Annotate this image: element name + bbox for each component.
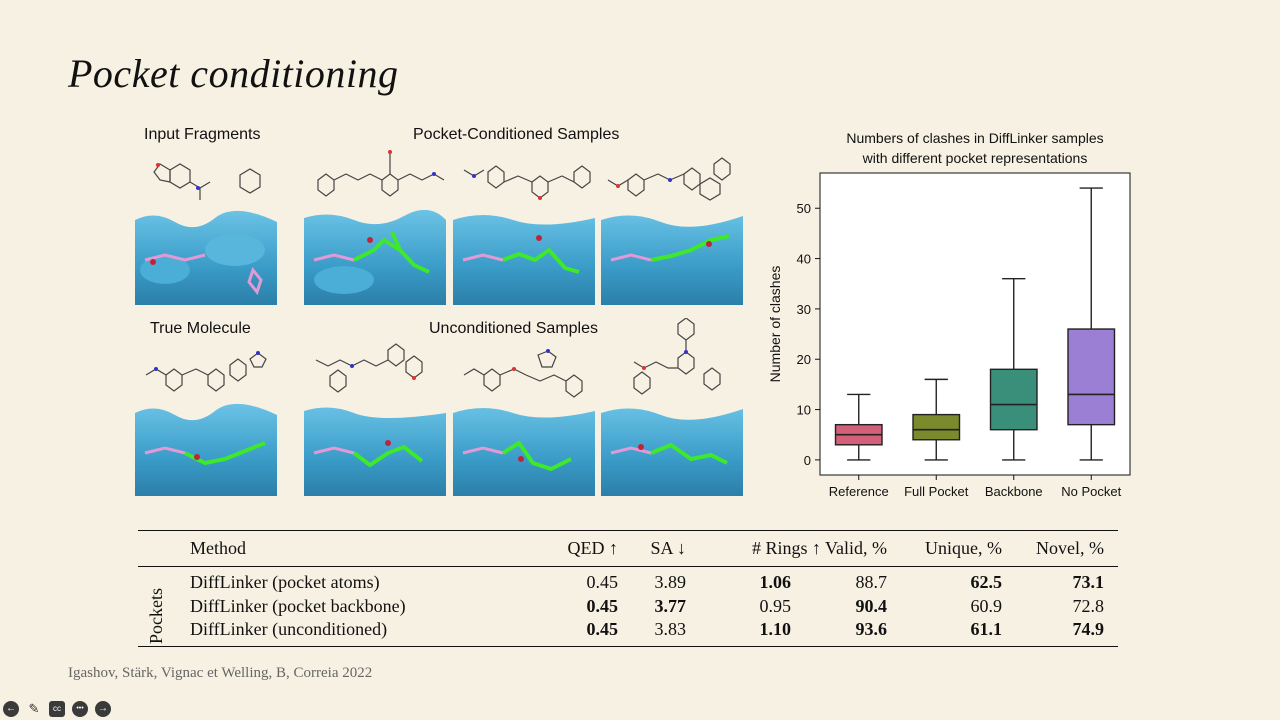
header-method: Method <box>190 538 246 558</box>
table-cell-novel: 72.8 <box>1072 595 1105 616</box>
chart-title: with different pocket representations <box>862 150 1088 166</box>
pen-icon[interactable]: ✎ <box>28 701 40 716</box>
table-cell-novel: 74.9 <box>1072 619 1105 639</box>
sample-structure-3 <box>607 157 731 201</box>
slide-title: Pocket conditioning <box>68 51 399 96</box>
box-backbone <box>989 368 1038 431</box>
header-valid: Valid, % <box>825 538 887 558</box>
table-cell-method: DiffLinker (pocket backbone) <box>190 595 406 616</box>
table-top-rule <box>138 530 1118 531</box>
citation: Igashov, Stärk, Vignac et Welling, B, Co… <box>68 665 373 681</box>
table-cell-sa: 3.83 <box>654 619 687 639</box>
true-molecule-structure <box>145 351 267 392</box>
table-cell-rings: 1.06 <box>759 572 792 592</box>
pocket-render-uncond-3 <box>601 403 743 496</box>
table-cell-rings: 1.10 <box>759 619 792 639</box>
prev-icon[interactable]: ← <box>3 701 19 717</box>
y-axis-label: Number of clashes <box>767 266 783 383</box>
y-tick-label: 10 <box>797 403 811 418</box>
box-no-pocket <box>1067 328 1116 426</box>
header-qed: QED ↑ <box>567 538 619 558</box>
table-cell-novel: 73.1 <box>1072 572 1105 592</box>
table-cell-qed: 0.45 <box>586 595 619 616</box>
pocket-render-conditioned-3 <box>601 210 743 305</box>
table-cell-qed: 0.45 <box>586 572 619 592</box>
table-cell-sa: 3.89 <box>654 572 687 592</box>
table-header-rule <box>138 566 1118 567</box>
x-tick-label: Full Pocket <box>904 484 969 499</box>
table-cell-rings: 0.95 <box>759 595 792 616</box>
table-cell-qed: 0.45 <box>586 619 619 639</box>
next-icon[interactable]: → <box>95 701 111 717</box>
label-true-molecule: True Molecule <box>150 320 251 337</box>
x-tick-label: Backbone <box>985 484 1043 499</box>
clashes-box-plot: Numbers of clashes in DiffLinker samples… <box>767 130 1131 499</box>
y-tick-label: 50 <box>797 201 811 216</box>
pocket-render-conditioned-1 <box>304 210 446 305</box>
pocket-render-conditioned-2 <box>453 210 595 305</box>
results-table: Method QED ↑ SA ↓ # Rings ↑ Valid, % Uni… <box>138 530 1118 648</box>
pocket-render-uncond-1 <box>304 403 446 496</box>
x-tick-label: Reference <box>829 484 889 499</box>
label-unconditioned: Unconditioned Samples <box>429 320 598 337</box>
sample-structure-2 <box>463 165 591 200</box>
box-full-pocket <box>912 413 961 441</box>
table-cell-unique: 62.5 <box>970 572 1003 592</box>
pocket-render-input <box>135 210 277 305</box>
fragment-structure <box>153 163 261 200</box>
y-tick-label: 0 <box>804 453 811 468</box>
y-tick-label: 40 <box>797 252 811 267</box>
y-tick-label: 20 <box>797 352 811 367</box>
table-cell-valid: 90.4 <box>855 595 888 616</box>
header-novel: Novel, % <box>1036 538 1104 558</box>
table-bottom-rule <box>138 646 1118 647</box>
table-cell-unique: 60.9 <box>970 595 1003 616</box>
header-unique: Unique, % <box>925 538 1002 558</box>
y-tick-label: 30 <box>797 302 811 317</box>
sample-structure-1 <box>317 150 445 197</box>
uncond-structure-1 <box>315 343 423 393</box>
uncond-structure-2 <box>463 349 583 398</box>
table-cell-method: DiffLinker (unconditioned) <box>190 619 388 639</box>
pocket-render-true <box>135 403 277 496</box>
header-sa: SA ↓ <box>650 538 686 558</box>
uncond-structure-3 <box>633 318 721 395</box>
label-pocket-conditioned: Pocket-Conditioned Samples <box>413 126 620 143</box>
table-cell-valid: 88.7 <box>855 572 888 592</box>
table-cell-unique: 61.1 <box>970 619 1003 639</box>
table-cell-sa: 3.77 <box>654 595 687 616</box>
chart-title: Numbers of clashes in DiffLinker samples <box>846 130 1103 146</box>
captions-icon[interactable]: cc <box>49 701 65 717</box>
table-cell-valid: 93.6 <box>855 619 888 639</box>
table-cell-method: DiffLinker (pocket atoms) <box>190 572 380 592</box>
label-input-fragments: Input Fragments <box>144 126 261 143</box>
x-tick-label: No Pocket <box>1061 484 1121 499</box>
group-label-pockets: Pockets <box>146 588 166 644</box>
pocket-render-uncond-2 <box>453 403 595 496</box>
header-rings: # Rings ↑ <box>751 538 821 558</box>
more-icon[interactable]: ••• <box>72 701 88 717</box>
